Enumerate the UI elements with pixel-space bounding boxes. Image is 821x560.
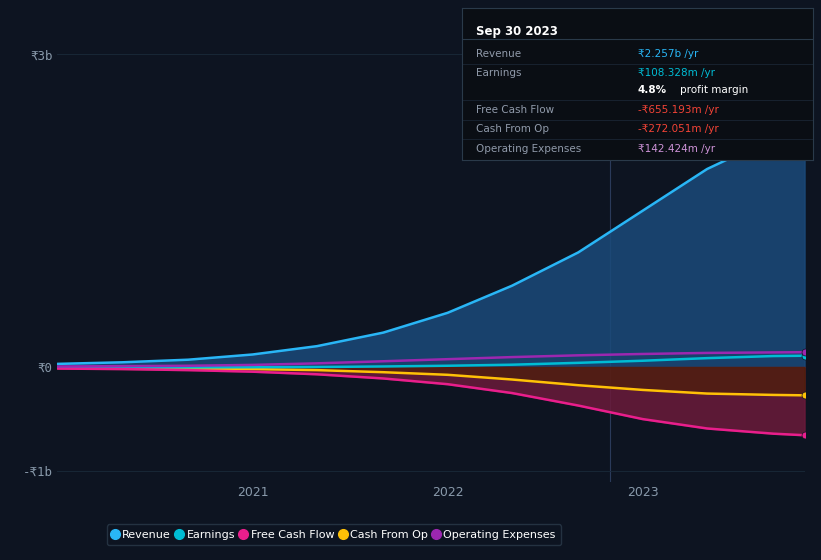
Text: Free Cash Flow: Free Cash Flow (476, 105, 554, 115)
Text: -₹655.193m /yr: -₹655.193m /yr (638, 105, 718, 115)
Text: ₹108.328m /yr: ₹108.328m /yr (638, 68, 714, 78)
Text: Cash From Op: Cash From Op (476, 124, 549, 134)
Text: profit margin: profit margin (680, 85, 748, 95)
Text: Earnings: Earnings (476, 68, 522, 78)
Text: ₹2.257b /yr: ₹2.257b /yr (638, 49, 698, 59)
Text: ₹142.424m /yr: ₹142.424m /yr (638, 144, 714, 154)
Text: Operating Expenses: Operating Expenses (476, 144, 581, 154)
Legend: Revenue, Earnings, Free Cash Flow, Cash From Op, Operating Expenses: Revenue, Earnings, Free Cash Flow, Cash … (107, 524, 561, 545)
Text: -₹272.051m /yr: -₹272.051m /yr (638, 124, 718, 134)
Text: 4.8%: 4.8% (638, 85, 667, 95)
Text: Revenue: Revenue (476, 49, 521, 59)
Text: Sep 30 2023: Sep 30 2023 (476, 25, 558, 38)
